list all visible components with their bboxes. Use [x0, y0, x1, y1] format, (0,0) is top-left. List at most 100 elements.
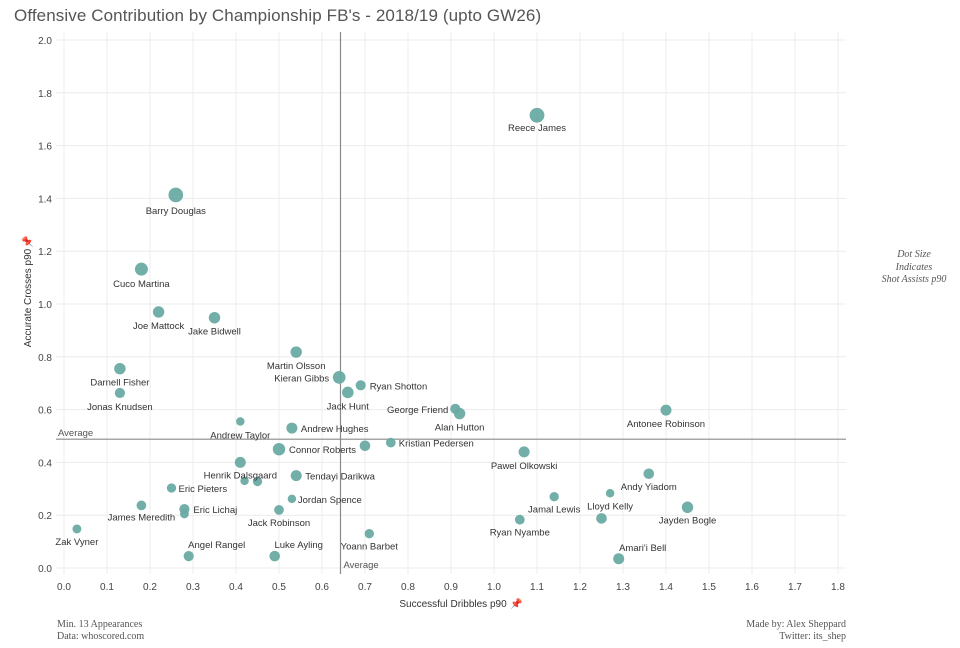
data-point	[208, 312, 221, 324]
y-axis-label: Accurate Crosses p90	[23, 248, 34, 347]
data-point	[72, 524, 82, 534]
data-point	[274, 505, 284, 515]
data-point	[286, 422, 298, 434]
x-tick-label: 0.9	[444, 582, 458, 593]
chart-title: Offensive Contribution by Championship F…	[14, 6, 542, 25]
data-point	[236, 417, 245, 426]
x-tick-label: 0.0	[57, 582, 71, 593]
grid-lines	[56, 32, 846, 574]
point-label: Luke Ayling	[274, 540, 322, 551]
x-tick-label: 0.2	[143, 582, 157, 593]
y-axis-pin-icon[interactable]: 📌	[21, 235, 34, 248]
point-label: Joe Mattock	[133, 321, 184, 332]
y-tick-label: 0.4	[38, 458, 52, 469]
average-lines: Average Average	[56, 32, 846, 574]
data-point	[332, 371, 346, 384]
point-label: Henrik Dalsgaard	[204, 470, 277, 481]
footer-right: Made by: Alex Sheppard Twitter: its_shep	[700, 619, 846, 643]
x-tick-label: 0.6	[315, 582, 329, 593]
data-point	[681, 501, 694, 513]
point-label: Lloyd Kelly	[587, 501, 633, 512]
point-label: Alan Hutton	[435, 423, 485, 434]
point-label: Jack Hunt	[327, 401, 370, 412]
point-label: Andy Yiadom	[621, 482, 677, 493]
footer-twitter: Twitter: its_shep	[779, 631, 846, 642]
dot-size-note-line: Shot Assists p90	[881, 274, 947, 285]
data-point	[660, 404, 672, 416]
x-tick-label: 0.8	[401, 582, 415, 593]
x-tick-label: 1.3	[616, 582, 630, 593]
x-tick-labels: 0.0 0.1 0.2 0.3 0.4 0.5 0.6 0.7 0.8 0.9 1.0 1.1 1.2 1…	[57, 582, 845, 593]
point-label: Jayden Bogle	[659, 515, 717, 526]
x-tick-label: 0.1	[100, 582, 114, 593]
y-tick-label: 0.0	[38, 564, 52, 575]
footer-data-source: Data: whoscored.com	[57, 631, 145, 642]
data-point	[364, 529, 374, 539]
data-point	[240, 476, 249, 486]
data-point	[529, 107, 545, 123]
y-tick-label: 1.2	[38, 247, 52, 258]
point-label: Cuco Martina	[113, 279, 170, 290]
x-tick-label: 0.5	[272, 582, 286, 593]
y-tick-label: 0.2	[38, 511, 52, 522]
data-point	[605, 489, 615, 498]
point-label: Amari'i Bell	[619, 543, 666, 554]
data-point	[549, 492, 559, 502]
point-label: Kieran Gibbs	[274, 373, 329, 384]
point-label: Antonee Robinson	[627, 419, 705, 430]
data-points	[72, 107, 694, 565]
data-point	[613, 553, 625, 565]
data-point	[179, 509, 189, 519]
data-point	[355, 380, 366, 391]
data-point	[596, 513, 607, 524]
point-label: Jamal Lewis	[528, 505, 581, 516]
footer-author: Made by: Alex Sheppard	[746, 619, 846, 630]
footer-left: Min. 13 Appearances Data: whoscored.com	[57, 619, 144, 643]
data-point	[269, 550, 281, 562]
x-tick-label: 1.8	[831, 582, 845, 593]
x-tick-label: 0.3	[186, 582, 200, 593]
data-point	[359, 440, 371, 452]
y-tick-label: 1.4	[38, 194, 52, 205]
point-label: Tendayi Darikwa	[305, 472, 375, 483]
point-label: Eric Lichaj	[193, 505, 237, 516]
y-tick-label: 1.8	[38, 89, 52, 100]
x-tick-label: 1.2	[573, 582, 587, 593]
x-tick-label: 1.0	[487, 582, 501, 593]
point-label: Zak Vyner	[55, 537, 98, 548]
x-tick-label: 1.4	[659, 582, 673, 593]
point-label: Ryan Shotton	[370, 381, 428, 392]
point-label: James Meredith	[108, 512, 176, 523]
footer-min-appearances: Min. 13 Appearances	[57, 619, 143, 630]
y-average-label: Average	[58, 428, 93, 439]
x-tick-label: 1.7	[788, 582, 802, 593]
x-tick-label: 1.1	[530, 582, 544, 593]
data-point	[453, 407, 466, 420]
x-tick-label: 0.4	[229, 582, 243, 593]
point-label: Connor Roberts	[289, 445, 356, 456]
data-point	[287, 494, 297, 504]
data-point	[134, 262, 148, 276]
data-point	[114, 362, 126, 375]
data-point	[643, 468, 655, 480]
dot-size-note-line: Dot Size	[897, 249, 931, 260]
data-point	[514, 514, 525, 525]
data-point	[152, 306, 165, 318]
x-tick-label: 0.7	[358, 582, 372, 593]
data-point	[385, 437, 396, 448]
y-tick-label: 2.0	[38, 36, 52, 47]
point-label: Angel Rangel	[188, 540, 245, 551]
point-labels: Reece James Barry Douglas Cuco Martina Joe …	[55, 123, 716, 554]
x-axis-label: Successful Dribbles p90	[399, 599, 507, 610]
point-label: George Friend	[387, 405, 448, 416]
x-axis-pin-icon[interactable]: 📌	[510, 597, 523, 610]
data-point	[234, 456, 246, 468]
point-label: Barry Douglas	[146, 206, 206, 217]
y-tick-label: 1.6	[38, 142, 52, 153]
point-label: Reece James	[508, 123, 566, 134]
y-tick-label: 0.8	[38, 353, 52, 364]
y-tick-label: 1.0	[38, 300, 52, 311]
data-point	[166, 483, 177, 493]
point-label: Martin Olsson	[267, 361, 326, 372]
